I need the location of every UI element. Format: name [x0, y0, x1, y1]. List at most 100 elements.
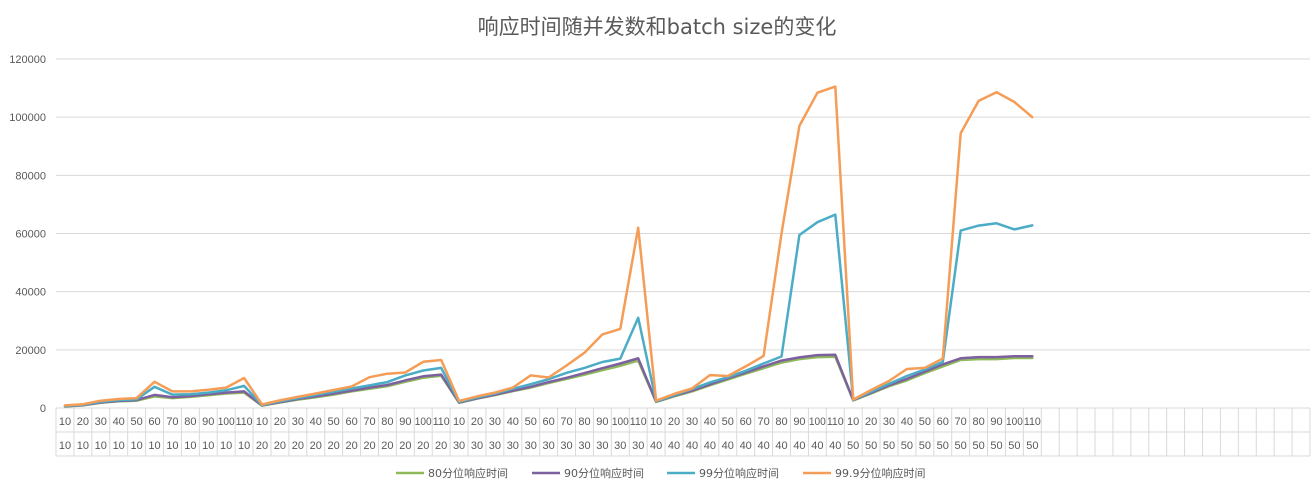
x-tick-label: 80: [775, 416, 787, 428]
x-group-label: 50: [901, 440, 913, 452]
x-tick-label: 10: [453, 416, 465, 428]
x-tick-label: 100: [809, 416, 826, 428]
x-group-label: 10: [220, 440, 232, 452]
x-tick-label: 20: [668, 416, 680, 428]
x-group-label: 20: [328, 440, 340, 452]
x-tick-label: 10: [650, 416, 662, 428]
x-tick-label: 90: [399, 416, 411, 428]
x-tick-label: 40: [704, 416, 716, 428]
x-tick-label: 60: [148, 416, 160, 428]
x-group-label: 30: [578, 440, 590, 452]
x-tick-label: 110: [236, 416, 253, 428]
x-group-label: 20: [363, 440, 375, 452]
x-group-label: 30: [560, 440, 572, 452]
x-tick-label: 10: [847, 416, 859, 428]
x-group-label: 50: [937, 440, 949, 452]
x-group-label: 10: [95, 440, 107, 452]
x-tick-label: 110: [433, 416, 450, 428]
x-tick-label: 40: [310, 416, 322, 428]
x-group-label: 10: [77, 440, 89, 452]
x-group-label: 30: [453, 440, 465, 452]
x-tick-label: 70: [363, 416, 375, 428]
x-group-label: 30: [489, 440, 501, 452]
x-tick-label: 70: [166, 416, 178, 428]
x-tick-label: 30: [686, 416, 698, 428]
x-group-label: 20: [274, 440, 286, 452]
x-group-label: 50: [972, 440, 984, 452]
x-tick-label: 20: [865, 416, 877, 428]
x-tick-label: 30: [489, 416, 501, 428]
x-tick-label: 90: [990, 416, 1002, 428]
y-tick-label: 100000: [9, 112, 46, 124]
x-tick-label: 80: [381, 416, 393, 428]
x-group-label: 10: [202, 440, 214, 452]
y-axis-ticks: 0 20000 40000 60000 80000 100000 120000: [9, 54, 46, 415]
x-tick-label: 70: [560, 416, 572, 428]
x-tick-label: 110: [827, 416, 844, 428]
x-tick-label: 50: [130, 416, 142, 428]
x-group-label: 40: [650, 440, 662, 452]
x-group-label: 20: [256, 440, 268, 452]
series-line: [63, 85, 1034, 407]
x-group-label: 40: [829, 440, 841, 452]
x-group-label: 30: [507, 440, 519, 452]
x-group-label: 40: [722, 440, 734, 452]
x-tick-label: 100: [415, 416, 432, 428]
x-tick-label: 100: [612, 416, 629, 428]
x-tick-label: 50: [722, 416, 734, 428]
x-tick-label: 90: [793, 416, 805, 428]
x-tick-label: 30: [95, 416, 107, 428]
x-tick-label: 50: [525, 416, 537, 428]
legend-label: 99分位响应时间: [699, 466, 779, 480]
x-group-label: 30: [614, 440, 626, 452]
x-tick-label: 10: [59, 416, 71, 428]
x-group-label: 20: [292, 440, 304, 452]
x-group-label: 10: [130, 440, 142, 452]
y-tick-label: 120000: [9, 54, 46, 66]
x-group-label: 40: [811, 440, 823, 452]
legend-label: 90分位响应时间: [564, 466, 644, 480]
x-group-label: 10: [238, 440, 250, 452]
x-tick-label: 20: [274, 416, 286, 428]
x-group-label: 50: [865, 440, 877, 452]
x-tick-label: 20: [77, 416, 89, 428]
x-tick-label: 110: [630, 416, 647, 428]
x-group-label: 40: [686, 440, 698, 452]
legend-label: 99.9分位响应时间: [835, 466, 926, 480]
x-group-label: 50: [955, 440, 967, 452]
x-group-label: 50: [990, 440, 1002, 452]
x-group-label: 40: [793, 440, 805, 452]
x-tick-label: 70: [757, 416, 769, 428]
gridlines: [56, 58, 1310, 409]
x-group-label: 10: [59, 440, 71, 452]
x-tick-label: 30: [292, 416, 304, 428]
x-tick-label: 60: [345, 416, 357, 428]
x-group-label: 40: [775, 440, 787, 452]
x-group-label: 30: [543, 440, 555, 452]
legend-label: 80分位响应时间: [428, 466, 508, 480]
x-tick-label: 20: [471, 416, 483, 428]
x-tick-label: 40: [113, 416, 125, 428]
x-group-label: 20: [435, 440, 447, 452]
x-tick-label: 100: [218, 416, 235, 428]
x-group-label: 40: [668, 440, 680, 452]
x-group-label: 40: [704, 440, 716, 452]
chart-title: 响应时间随并发数和batch size的变化: [478, 15, 837, 39]
x-group-label: 10: [184, 440, 196, 452]
x-tick-label: 40: [901, 416, 913, 428]
y-tick-label: 60000: [15, 229, 46, 241]
x-tick-label: 100: [1006, 416, 1023, 428]
x-group-label: 40: [757, 440, 769, 452]
x-tick-label: 110: [1024, 416, 1041, 428]
x-group-label: 20: [345, 440, 357, 452]
x-group-label: 10: [113, 440, 125, 452]
x-group-label: 40: [740, 440, 752, 452]
series-lines: [63, 85, 1034, 408]
x-group-label: 30: [525, 440, 537, 452]
x-group-label: 50: [919, 440, 931, 452]
x-tick-label: 80: [578, 416, 590, 428]
x-group-label: 20: [417, 440, 429, 452]
x-tick-label: 60: [937, 416, 949, 428]
x-tick-label: 60: [740, 416, 752, 428]
